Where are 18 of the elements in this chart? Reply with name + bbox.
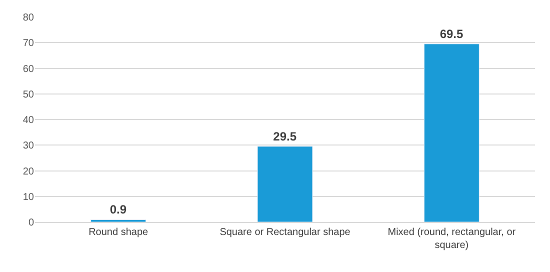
y-tick-label: 0 (28, 218, 34, 228)
y-tick-label: 10 (22, 192, 34, 203)
bar (257, 146, 313, 222)
data-label: 29.5 (273, 129, 297, 144)
bar (90, 219, 146, 222)
data-label: 0.9 (110, 202, 127, 217)
x-tick-label: Mixed (round, rectangular, or square) (388, 227, 516, 251)
y-tick-label: 40 (22, 115, 34, 126)
y-tick-label: 30 (22, 140, 34, 152)
bar (424, 44, 480, 222)
y-tick-label: 20 (22, 166, 34, 178)
data-label: 69.5 (440, 26, 464, 41)
y-tick-label: 70 (22, 38, 34, 50)
y-tick-label: 50 (22, 89, 34, 100)
y-tick-label: 60 (22, 64, 34, 75)
y-tick-label: 80 (22, 12, 34, 24)
x-tick-label: Square or Rectangular shape (220, 227, 351, 238)
x-tick-label: Round shape (88, 227, 149, 238)
